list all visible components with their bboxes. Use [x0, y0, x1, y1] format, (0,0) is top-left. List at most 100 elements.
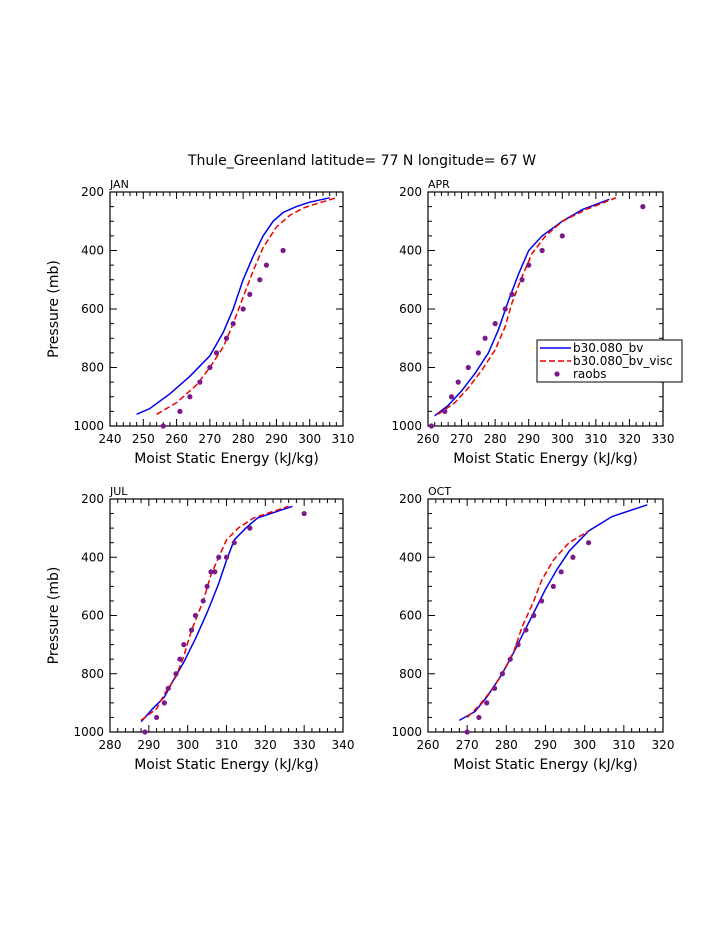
x-tick-label: 270 — [450, 432, 473, 446]
y-axis-title: Pressure (mb) — [46, 567, 62, 665]
raobs-point — [161, 700, 167, 706]
raobs-point — [197, 379, 203, 385]
y-tick-label: 800 — [81, 361, 104, 375]
series-raobs — [142, 510, 307, 735]
raobs-point — [559, 233, 565, 239]
x-tick-label: 280 — [232, 432, 255, 446]
panel-jul: JUL 280 290 300 310 320 330 340 200 400 600 800 1000… — [46, 485, 354, 773]
raobs-point — [507, 656, 513, 662]
x-tick-label: 330 — [652, 432, 675, 446]
x-tick-label: 320 — [618, 432, 641, 446]
x-axis-title: Moist Static Energy (kJ/kg) — [453, 757, 638, 773]
raobs-point — [482, 335, 488, 341]
x-tick-label: 310 — [332, 432, 355, 446]
raobs-point — [558, 569, 564, 575]
x-tick-label: 260 — [417, 432, 440, 446]
y-tick-label: 600 — [399, 302, 422, 316]
x-tick-label: 280 — [484, 432, 507, 446]
raobs-point — [177, 656, 183, 662]
y-tick-label: 800 — [81, 667, 104, 681]
raobs-point — [207, 364, 213, 371]
series-line-b30.080_bv — [140, 505, 293, 723]
series-raobs — [160, 247, 286, 429]
x-tick-label: 280 — [99, 738, 122, 752]
x-tick-label: 340 — [332, 738, 355, 752]
raobs-point — [230, 321, 236, 327]
y-axis-title: Pressure (mb) — [46, 260, 62, 358]
series-line-b30.080_bv_visc — [437, 197, 617, 415]
x-axis-title: Moist Static Energy (kJ/kg) — [134, 451, 319, 467]
x-tick-label: 260 — [165, 432, 188, 446]
x-tick-label: 320 — [652, 738, 675, 752]
y-tick-label: 600 — [81, 302, 104, 316]
x-tick-label: 290 — [517, 432, 540, 446]
raobs-point — [231, 540, 237, 546]
raobs-point — [640, 204, 646, 210]
series-line-b30.080_bv — [458, 504, 648, 722]
series-line-b30.080_bv — [136, 197, 330, 415]
panel-label: APR — [428, 178, 450, 191]
series-raobs — [428, 204, 646, 429]
raobs-point — [538, 598, 545, 604]
x-axis-title: Moist Static Energy (kJ/kg) — [453, 451, 638, 467]
y-tick-label: 600 — [81, 609, 104, 623]
raobs-point — [476, 714, 482, 721]
x-tick-label: 250 — [132, 432, 155, 446]
raobs-point — [188, 627, 195, 633]
raobs-point — [464, 729, 470, 735]
y-tick-label: 1000 — [391, 419, 422, 433]
raobs-point — [213, 350, 220, 356]
y-tick-label: 200 — [81, 492, 104, 506]
y-tick-label: 1000 — [73, 419, 104, 433]
raobs-point — [442, 408, 448, 414]
legend-label: b30.080_bv_visc — [573, 354, 673, 368]
raobs-point — [173, 671, 179, 677]
panel-label: OCT — [428, 485, 451, 498]
raobs-point — [200, 598, 206, 604]
raobs-point — [301, 510, 307, 517]
y-tick-label: 400 — [399, 550, 422, 564]
panel-apr: APR 260 270 280 290 300 310 320 330 200 400 600 800 1… — [391, 178, 674, 467]
raobs-point — [531, 612, 537, 619]
x-tick-label: 290 — [265, 432, 288, 446]
x-tick-label: 310 — [584, 432, 607, 446]
raobs-point — [455, 379, 461, 385]
panel-jan: JAN 240 250 260 270 280 290 300 310 200 400 600 800 1… — [46, 178, 354, 467]
series-line-b30.080_bv_visc — [140, 505, 289, 721]
y-tick-label: 200 — [399, 492, 422, 506]
x-tick-label: 260 — [417, 738, 440, 752]
y-tick-label: 400 — [81, 244, 104, 258]
raobs-point — [216, 554, 222, 560]
y-tick-label: 200 — [399, 185, 422, 199]
raobs-point — [247, 291, 253, 297]
panel-label: JUL — [109, 485, 128, 498]
raobs-point — [570, 554, 576, 560]
raobs-point — [257, 277, 263, 283]
y-tick-label: 600 — [399, 609, 422, 623]
raobs-point — [523, 627, 529, 633]
panels: JAN 240 250 260 270 280 290 300 310 200 400 600 800 1… — [46, 178, 674, 773]
x-tick-label: 330 — [293, 738, 316, 752]
y-tick-label: 800 — [399, 667, 422, 681]
x-tick-label: 300 — [176, 738, 199, 752]
raobs-point — [160, 423, 166, 429]
raobs-point — [484, 700, 490, 706]
x-tick-label: 270 — [198, 432, 221, 446]
raobs-point — [509, 291, 515, 297]
y-tick-label: 200 — [81, 185, 104, 199]
x-tick-label: 270 — [456, 738, 479, 752]
legend-label: raobs — [573, 367, 607, 381]
raobs-point — [519, 277, 525, 283]
raobs-point — [223, 554, 230, 560]
raobs-point — [585, 540, 592, 546]
raobs-point — [154, 714, 160, 721]
x-tick-label: 300 — [298, 432, 321, 446]
raobs-point — [499, 671, 506, 677]
raobs-point — [448, 394, 455, 400]
x-tick-label: 310 — [215, 738, 238, 752]
raobs-point — [212, 569, 218, 575]
x-tick-label: 280 — [495, 738, 518, 752]
raobs-point — [181, 642, 187, 648]
x-tick-label: 300 — [573, 738, 596, 752]
